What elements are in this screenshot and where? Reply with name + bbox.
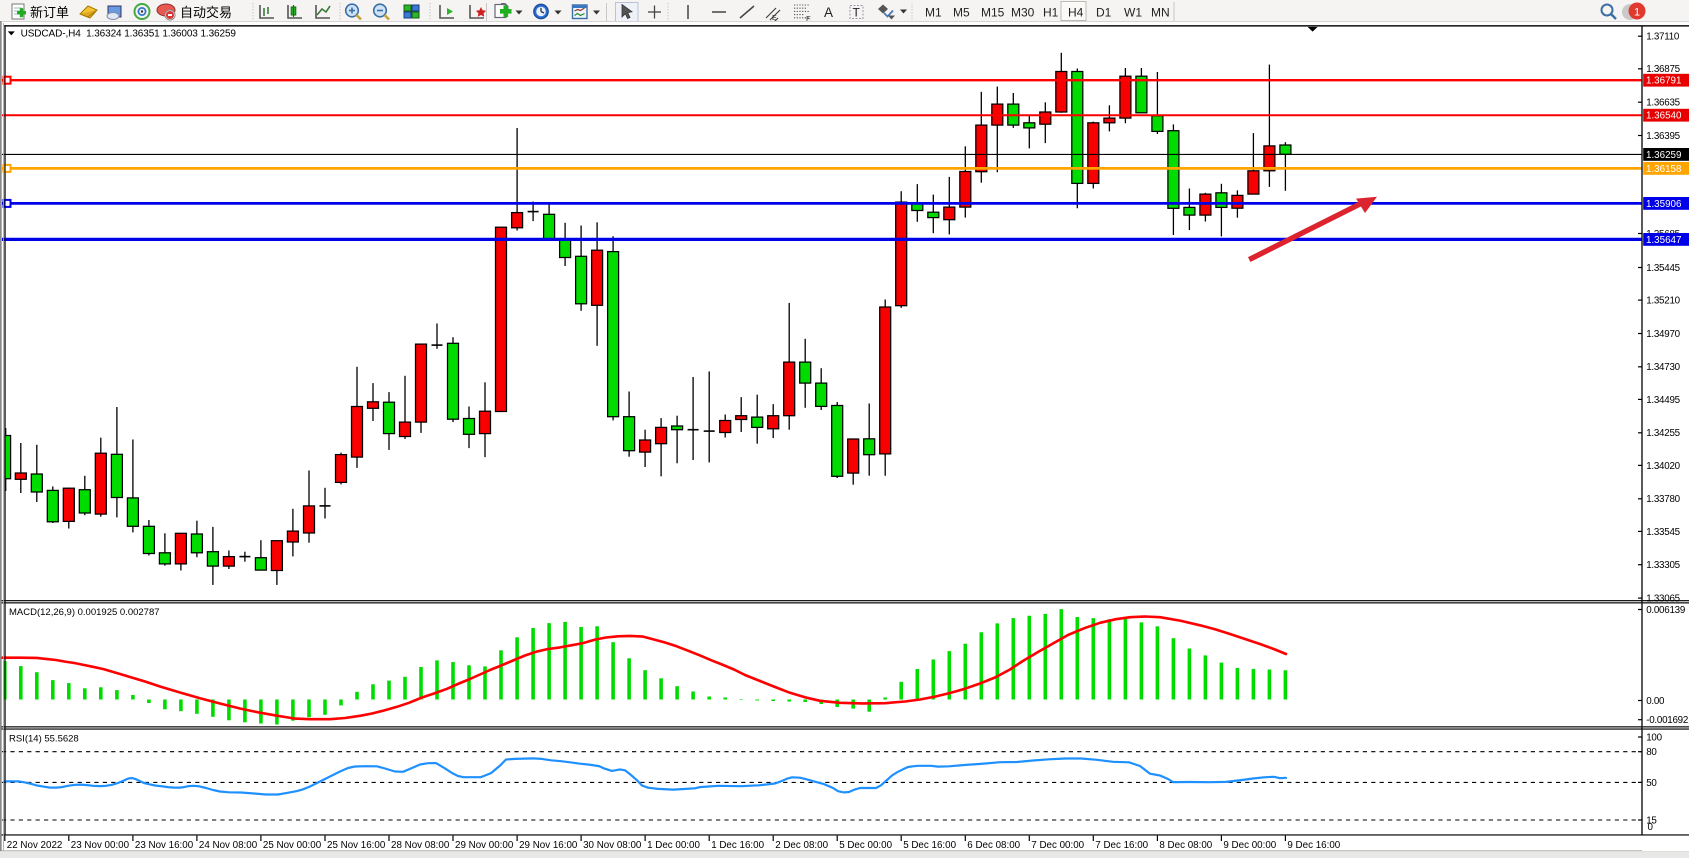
svg-text:MACD(12,26,9) 0.001925 0.00278: MACD(12,26,9) 0.001925 0.002787 (9, 607, 160, 618)
svg-text:5 Dec 16:00: 5 Dec 16:00 (903, 840, 956, 851)
svg-text:29 Nov 16:00: 29 Nov 16:00 (519, 840, 578, 851)
svg-text:H4: H4 (1068, 6, 1084, 20)
svg-text:9 Dec 16:00: 9 Dec 16:00 (1287, 840, 1340, 851)
svg-text:24 Nov 08:00: 24 Nov 08:00 (199, 840, 258, 851)
svg-text:1.34495: 1.34495 (1646, 395, 1680, 406)
svg-text:1: 1 (1634, 7, 1640, 19)
svg-text:25 Nov 16:00: 25 Nov 16:00 (327, 840, 386, 851)
svg-text:1.35647: 1.35647 (1646, 235, 1681, 246)
svg-text:9 Dec 00:00: 9 Dec 00:00 (1223, 840, 1276, 851)
svg-text:80: 80 (1646, 747, 1657, 758)
svg-text:T: T (853, 6, 861, 20)
svg-text:1 Dec 00:00: 1 Dec 00:00 (647, 840, 700, 851)
svg-text:E: E (772, 15, 777, 21)
svg-text:USDCAD-,H4 1.36324 1.36351 1.: USDCAD-,H4 1.36324 1.36351 1.36003 1.362… (21, 29, 237, 40)
svg-text:7 Dec 00:00: 7 Dec 00:00 (1031, 840, 1084, 851)
svg-text:6 Dec 08:00: 6 Dec 08:00 (967, 840, 1020, 851)
svg-text:50: 50 (1646, 778, 1657, 789)
svg-text:1.34255: 1.34255 (1646, 428, 1680, 439)
svg-text:0: 0 (1648, 822, 1654, 833)
svg-text:M30: M30 (1011, 6, 1035, 20)
svg-text:H1: H1 (1043, 6, 1059, 20)
svg-text:1.34020: 1.34020 (1646, 461, 1680, 472)
svg-text:100: 100 (1646, 732, 1662, 743)
svg-text:25 Nov 00:00: 25 Nov 00:00 (263, 840, 322, 851)
svg-text:23 Nov 00:00: 23 Nov 00:00 (71, 840, 130, 851)
svg-text:F: F (806, 14, 811, 21)
svg-text:1.33305: 1.33305 (1646, 560, 1680, 571)
svg-text:1.35210: 1.35210 (1646, 296, 1680, 307)
svg-text:2 Dec 08:00: 2 Dec 08:00 (775, 840, 828, 851)
svg-text:7 Dec 16:00: 7 Dec 16:00 (1095, 840, 1148, 851)
svg-text:D1: D1 (1096, 6, 1112, 20)
svg-text:22 Nov 2022: 22 Nov 2022 (7, 840, 63, 851)
svg-text:15: 15 (1646, 815, 1657, 826)
svg-text:1.36395: 1.36395 (1646, 131, 1680, 142)
svg-text:1.34970: 1.34970 (1646, 329, 1680, 340)
svg-text:新订单: 新订单 (30, 5, 69, 20)
svg-text:W1: W1 (1124, 6, 1142, 20)
svg-text:0.006139: 0.006139 (1646, 605, 1685, 616)
svg-text:M1: M1 (925, 6, 942, 20)
svg-text:28 Nov 08:00: 28 Nov 08:00 (391, 840, 450, 851)
svg-text:1.36791: 1.36791 (1646, 76, 1681, 87)
svg-text:A: A (824, 5, 833, 20)
svg-text:M5: M5 (953, 6, 970, 20)
svg-text:1.35445: 1.35445 (1646, 263, 1680, 274)
svg-text:0.00: 0.00 (1646, 696, 1665, 707)
svg-text:1.35906: 1.35906 (1646, 199, 1682, 210)
svg-text:1.33780: 1.33780 (1646, 494, 1680, 505)
svg-text:自动交易: 自动交易 (180, 5, 232, 20)
svg-text:8 Dec 08:00: 8 Dec 08:00 (1159, 840, 1212, 851)
svg-text:1.36158: 1.36158 (1646, 164, 1682, 175)
svg-text:23 Nov 16:00: 23 Nov 16:00 (135, 840, 194, 851)
svg-text:M15: M15 (981, 6, 1005, 20)
svg-text:1.33545: 1.33545 (1646, 527, 1680, 538)
svg-text:5 Dec 00:00: 5 Dec 00:00 (839, 840, 892, 851)
svg-text:1 Dec 16:00: 1 Dec 16:00 (711, 840, 764, 851)
svg-text:1.37110: 1.37110 (1646, 32, 1680, 43)
svg-text:1.36259: 1.36259 (1646, 150, 1681, 161)
svg-text:1.33065: 1.33065 (1646, 594, 1680, 605)
svg-text:1.36875: 1.36875 (1646, 64, 1680, 75)
svg-text:29 Nov 00:00: 29 Nov 00:00 (455, 840, 514, 851)
svg-text:-0.001692: -0.001692 (1646, 715, 1688, 726)
svg-text:1.36540: 1.36540 (1646, 111, 1682, 122)
svg-text:30 Nov 08:00: 30 Nov 08:00 (583, 840, 642, 851)
svg-text:1.36635: 1.36635 (1646, 98, 1680, 109)
svg-text:MN: MN (1151, 6, 1170, 20)
svg-text:RSI(14) 55.5628: RSI(14) 55.5628 (9, 733, 79, 744)
svg-text:1.34730: 1.34730 (1646, 362, 1680, 373)
